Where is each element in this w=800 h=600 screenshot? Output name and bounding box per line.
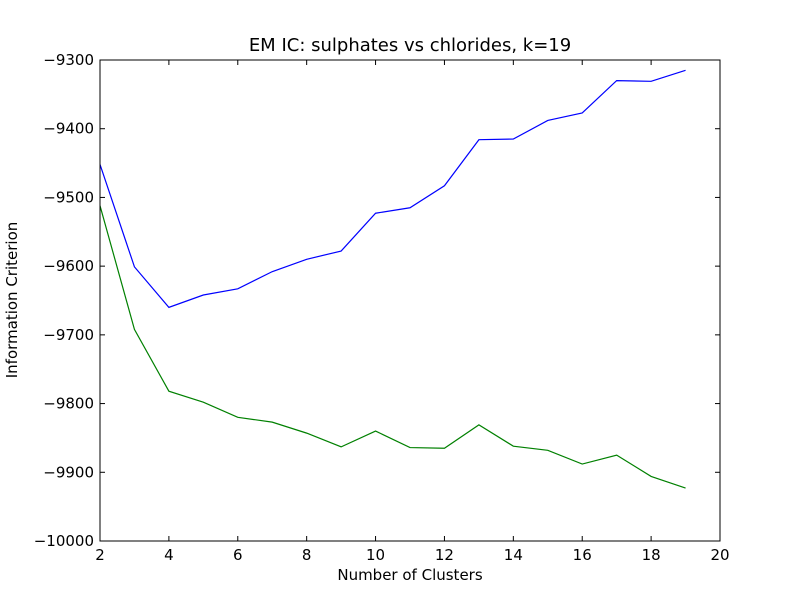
axis-ticks: 2 4 6 8 10 12 14 16 18 20 −10000 −9900 −9800 −9700 −96… bbox=[34, 51, 730, 564]
y-tick-label: −10000 bbox=[34, 532, 94, 550]
y-tick-label: −9900 bbox=[43, 463, 94, 481]
y-tick-label: −9800 bbox=[43, 395, 94, 413]
y-tick-label: −9500 bbox=[43, 188, 94, 206]
x-axis-label: Number of Clusters bbox=[337, 566, 482, 584]
x-tick-label: 8 bbox=[302, 546, 312, 564]
x-tick-label: 16 bbox=[573, 546, 592, 564]
plot-area bbox=[99, 69, 686, 489]
y-tick-label: −9700 bbox=[43, 326, 94, 344]
y-axis-label: Information Criterion bbox=[3, 222, 21, 379]
x-tick-label: 10 bbox=[366, 546, 385, 564]
x-tick-label: 20 bbox=[710, 546, 729, 564]
y-tick-label: −9300 bbox=[43, 51, 94, 69]
x-tick-label: 14 bbox=[504, 546, 523, 564]
axes-frame bbox=[99, 59, 721, 542]
x-tick-label: 2 bbox=[95, 546, 105, 564]
series-line-1 bbox=[99, 69, 686, 309]
y-tick-label: −9400 bbox=[43, 120, 94, 138]
x-tick-label: 18 bbox=[642, 546, 661, 564]
x-tick-label: 6 bbox=[233, 546, 243, 564]
x-tick-label: 12 bbox=[435, 546, 454, 564]
chart-title: EM IC: sulphates vs chlorides, k=19 bbox=[249, 35, 571, 56]
y-tick-label: −9600 bbox=[43, 257, 94, 275]
x-tick-label: 4 bbox=[164, 546, 174, 564]
series-line-2 bbox=[99, 205, 686, 489]
